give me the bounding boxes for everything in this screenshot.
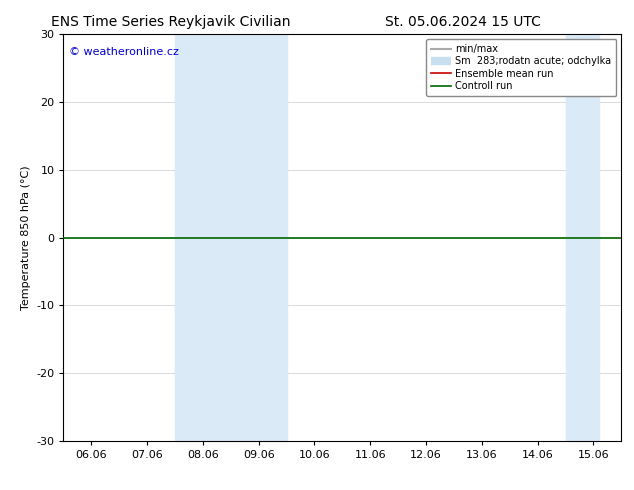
Text: © weatheronline.cz: © weatheronline.cz (69, 47, 179, 56)
Text: St. 05.06.2024 15 UTC: St. 05.06.2024 15 UTC (385, 15, 541, 29)
Bar (566, 34, 599, 441)
Legend: min/max, Sm  283;rodatn acute; odchylka, Ensemble mean run, Controll run: min/max, Sm 283;rodatn acute; odchylka, … (426, 39, 616, 96)
Y-axis label: Temperature 850 hPa (°C): Temperature 850 hPa (°C) (21, 165, 30, 310)
Bar (175, 34, 287, 441)
Text: ENS Time Series Reykjavik Civilian: ENS Time Series Reykjavik Civilian (51, 15, 291, 29)
